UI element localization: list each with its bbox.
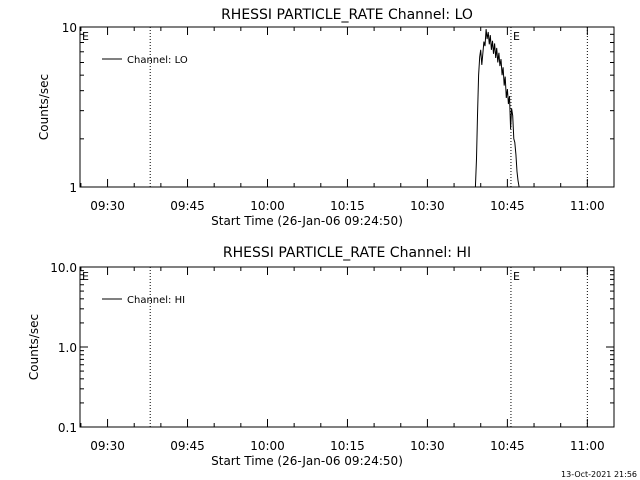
plot-timestamp: 13-Oct-2021 21:56 — [561, 470, 637, 479]
chart-title: RHESSI PARTICLE_RATE Channel: HI — [223, 245, 471, 261]
x-tick-label: 10:30 — [410, 199, 445, 213]
event-marker-label: E — [82, 270, 89, 283]
series-line-channel-lo — [474, 29, 522, 188]
y-tick-label: 10 — [62, 21, 77, 35]
x-tick-label: 10:45 — [490, 439, 525, 453]
x-tick-label: 10:00 — [250, 439, 285, 453]
y-axis-label: Counts/sec — [37, 74, 51, 140]
x-tick-label: 10:00 — [250, 199, 285, 213]
legend-label: Channel: HI — [127, 295, 185, 306]
x-tick-label: 11:00 — [570, 199, 605, 213]
panel-hi: RHESSI PARTICLE_RATE Channel: HI E E 09:30 0… — [27, 245, 615, 468]
event-marker-label: E — [513, 270, 520, 283]
y-tick-label: 10.0 — [50, 261, 77, 275]
x-tick-label: 10:45 — [490, 199, 525, 213]
x-tick-label: 10:15 — [330, 199, 365, 213]
chart-title: RHESSI PARTICLE_RATE Channel: LO — [221, 7, 473, 23]
event-marker-label: E — [82, 30, 89, 43]
x-axis-label: Start Time (26-Jan-06 09:24:50) — [211, 454, 403, 468]
legend-label: Channel: LO — [127, 55, 188, 66]
y-tick-label: 0.1 — [58, 421, 77, 435]
y-axis-label: Counts/sec — [27, 314, 41, 380]
x-axis-label: Start Time (26-Jan-06 09:24:50) — [211, 214, 403, 228]
event-marker-label: E — [513, 30, 520, 43]
x-tick-label: 10:15 — [330, 439, 365, 453]
x-tick-label: 10:30 — [410, 439, 445, 453]
x-tick-label: 11:00 — [570, 439, 605, 453]
y-tick-label: 1 — [69, 181, 77, 195]
x-tick-label: 09:30 — [90, 199, 125, 213]
plot-frame — [79, 26, 615, 188]
x-tick-label: 09:30 — [90, 439, 125, 453]
panel-lo: RHESSI PARTICLE_RATE Channel: LO E E 09:30 0… — [37, 7, 615, 228]
plot-frame — [79, 266, 615, 428]
x-tick-label: 09:45 — [170, 439, 205, 453]
x-tick-label: 09:45 — [170, 199, 205, 213]
y-tick-label: 1.0 — [58, 341, 77, 355]
